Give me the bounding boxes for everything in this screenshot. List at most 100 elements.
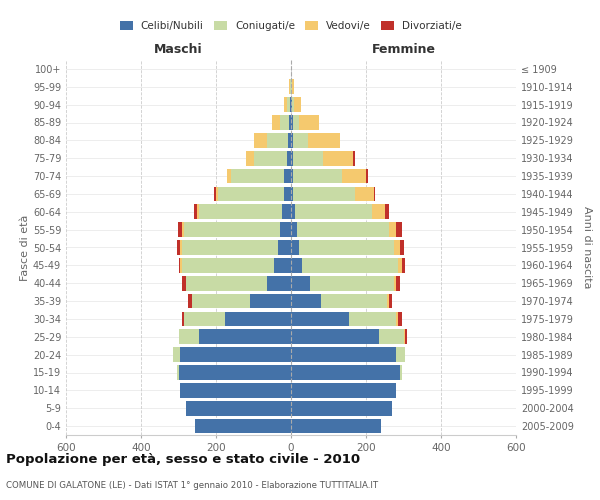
- Bar: [287, 98, 291, 112]
- Bar: [218, 186, 291, 201]
- Bar: [173, 348, 291, 362]
- Bar: [216, 186, 291, 201]
- Bar: [186, 401, 291, 415]
- Bar: [291, 365, 401, 380]
- Bar: [274, 258, 291, 272]
- Bar: [291, 115, 299, 130]
- Bar: [280, 115, 291, 130]
- Bar: [226, 312, 291, 326]
- Bar: [196, 419, 291, 434]
- Bar: [291, 330, 406, 344]
- Bar: [291, 151, 323, 166]
- Bar: [291, 133, 308, 148]
- Bar: [182, 258, 291, 272]
- Bar: [291, 330, 379, 344]
- Bar: [196, 419, 291, 434]
- Bar: [289, 80, 291, 94]
- Bar: [291, 312, 396, 326]
- Bar: [214, 186, 291, 201]
- Bar: [291, 348, 406, 362]
- Bar: [280, 222, 291, 237]
- Y-axis label: Anni di nascita: Anni di nascita: [582, 206, 592, 289]
- Bar: [291, 222, 396, 237]
- Bar: [291, 222, 401, 237]
- Bar: [291, 294, 389, 308]
- Bar: [199, 204, 291, 219]
- Text: Popolazione per età, sesso e stato civile - 2010: Popolazione per età, sesso e stato civil…: [6, 452, 360, 466]
- Bar: [291, 365, 401, 380]
- Bar: [272, 115, 291, 130]
- Bar: [291, 383, 396, 398]
- Bar: [186, 276, 291, 290]
- Bar: [181, 258, 291, 272]
- Bar: [291, 294, 392, 308]
- Bar: [291, 383, 396, 398]
- Bar: [186, 401, 291, 415]
- Bar: [287, 151, 291, 166]
- Bar: [291, 401, 392, 415]
- Bar: [284, 186, 291, 201]
- Bar: [291, 419, 381, 434]
- Bar: [176, 365, 291, 380]
- Bar: [290, 80, 291, 94]
- Bar: [291, 168, 368, 184]
- Bar: [291, 204, 295, 219]
- Bar: [291, 348, 396, 362]
- Bar: [284, 98, 291, 112]
- Bar: [178, 222, 291, 237]
- Bar: [291, 151, 353, 166]
- Bar: [291, 258, 302, 272]
- Bar: [278, 240, 291, 255]
- Bar: [182, 240, 291, 255]
- Bar: [186, 401, 291, 415]
- Bar: [291, 240, 394, 255]
- Bar: [181, 383, 291, 398]
- Bar: [181, 348, 291, 362]
- Bar: [199, 330, 291, 344]
- Bar: [231, 168, 291, 184]
- Bar: [191, 294, 291, 308]
- Bar: [173, 348, 291, 362]
- Bar: [176, 365, 291, 380]
- Bar: [291, 98, 301, 112]
- Bar: [291, 383, 396, 398]
- Bar: [266, 276, 291, 290]
- Bar: [179, 258, 291, 272]
- Bar: [291, 240, 404, 255]
- Bar: [291, 204, 385, 219]
- Bar: [291, 80, 293, 94]
- Legend: Celibi/Nubili, Coniugati/e, Vedovi/e, Divorziati/e: Celibi/Nubili, Coniugati/e, Vedovi/e, Di…: [116, 16, 466, 35]
- Bar: [227, 168, 291, 184]
- Bar: [291, 115, 293, 130]
- Bar: [246, 151, 291, 166]
- Bar: [291, 98, 293, 112]
- Bar: [291, 168, 366, 184]
- Bar: [184, 312, 291, 326]
- Bar: [254, 133, 291, 148]
- Bar: [291, 365, 401, 380]
- Bar: [182, 276, 291, 290]
- Bar: [290, 98, 291, 112]
- Bar: [291, 419, 381, 434]
- Bar: [281, 204, 291, 219]
- Bar: [291, 276, 394, 290]
- Bar: [182, 222, 291, 237]
- Bar: [291, 312, 349, 326]
- Bar: [197, 204, 291, 219]
- Bar: [291, 276, 396, 290]
- Bar: [246, 151, 291, 166]
- Bar: [291, 133, 293, 148]
- Bar: [196, 419, 291, 434]
- Bar: [291, 168, 341, 184]
- Bar: [254, 151, 291, 166]
- Bar: [291, 294, 321, 308]
- Bar: [291, 258, 398, 272]
- Bar: [289, 115, 291, 130]
- Bar: [291, 383, 396, 398]
- Bar: [291, 204, 371, 219]
- Bar: [179, 330, 291, 344]
- Bar: [291, 365, 400, 380]
- Bar: [291, 276, 400, 290]
- Y-axis label: Fasce di età: Fasce di età: [20, 214, 30, 280]
- Bar: [291, 258, 401, 272]
